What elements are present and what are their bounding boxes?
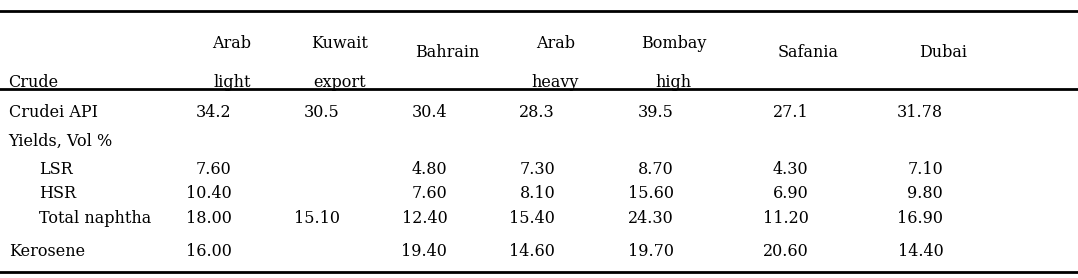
Text: 28.3: 28.3 bbox=[520, 104, 555, 121]
Text: 4.80: 4.80 bbox=[412, 161, 447, 178]
Text: 8.70: 8.70 bbox=[638, 161, 674, 178]
Text: 27.1: 27.1 bbox=[773, 104, 808, 121]
Text: 10.40: 10.40 bbox=[186, 185, 232, 202]
Text: 7.10: 7.10 bbox=[908, 161, 943, 178]
Text: 9.80: 9.80 bbox=[908, 185, 943, 202]
Text: Arab: Arab bbox=[536, 35, 575, 52]
Text: LSR: LSR bbox=[39, 161, 72, 178]
Text: Yields, Vol %: Yields, Vol % bbox=[9, 133, 113, 150]
Text: 31.78: 31.78 bbox=[897, 104, 943, 121]
Text: 15.60: 15.60 bbox=[627, 185, 674, 202]
Text: Total naphtha: Total naphtha bbox=[39, 210, 151, 227]
Text: 7.30: 7.30 bbox=[520, 161, 555, 178]
Text: 15.40: 15.40 bbox=[509, 210, 555, 227]
Text: Bahrain: Bahrain bbox=[415, 44, 480, 61]
Text: HSR: HSR bbox=[39, 185, 75, 202]
Text: 14.40: 14.40 bbox=[898, 243, 943, 260]
Text: Crudei API: Crudei API bbox=[9, 104, 98, 121]
Text: 6.90: 6.90 bbox=[773, 185, 808, 202]
Text: 7.60: 7.60 bbox=[412, 185, 447, 202]
Text: 18.00: 18.00 bbox=[185, 210, 232, 227]
Text: Kuwait: Kuwait bbox=[312, 35, 368, 52]
Text: light: light bbox=[213, 74, 250, 91]
Text: 19.70: 19.70 bbox=[627, 243, 674, 260]
Text: 11.20: 11.20 bbox=[762, 210, 808, 227]
Text: Arab: Arab bbox=[212, 35, 251, 52]
Text: 39.5: 39.5 bbox=[638, 104, 674, 121]
Text: 12.40: 12.40 bbox=[402, 210, 447, 227]
Text: 14.60: 14.60 bbox=[509, 243, 555, 260]
Text: export: export bbox=[314, 74, 365, 91]
Text: 16.00: 16.00 bbox=[185, 243, 232, 260]
Text: 16.90: 16.90 bbox=[897, 210, 943, 227]
Text: 20.60: 20.60 bbox=[763, 243, 808, 260]
Text: heavy: heavy bbox=[531, 74, 579, 91]
Text: 15.10: 15.10 bbox=[293, 210, 340, 227]
Text: 19.40: 19.40 bbox=[401, 243, 447, 260]
Text: Crude: Crude bbox=[9, 74, 58, 91]
Text: 7.60: 7.60 bbox=[196, 161, 232, 178]
Text: 8.10: 8.10 bbox=[520, 185, 555, 202]
Text: Bombay: Bombay bbox=[641, 35, 706, 52]
Text: high: high bbox=[655, 74, 692, 91]
Text: 30.5: 30.5 bbox=[304, 104, 340, 121]
Text: Kerosene: Kerosene bbox=[9, 243, 85, 260]
Text: Dubai: Dubai bbox=[920, 44, 967, 61]
Text: 30.4: 30.4 bbox=[412, 104, 447, 121]
Text: 24.30: 24.30 bbox=[628, 210, 674, 227]
Text: Safania: Safania bbox=[778, 44, 839, 61]
Text: 34.2: 34.2 bbox=[196, 104, 232, 121]
Text: 4.30: 4.30 bbox=[773, 161, 808, 178]
